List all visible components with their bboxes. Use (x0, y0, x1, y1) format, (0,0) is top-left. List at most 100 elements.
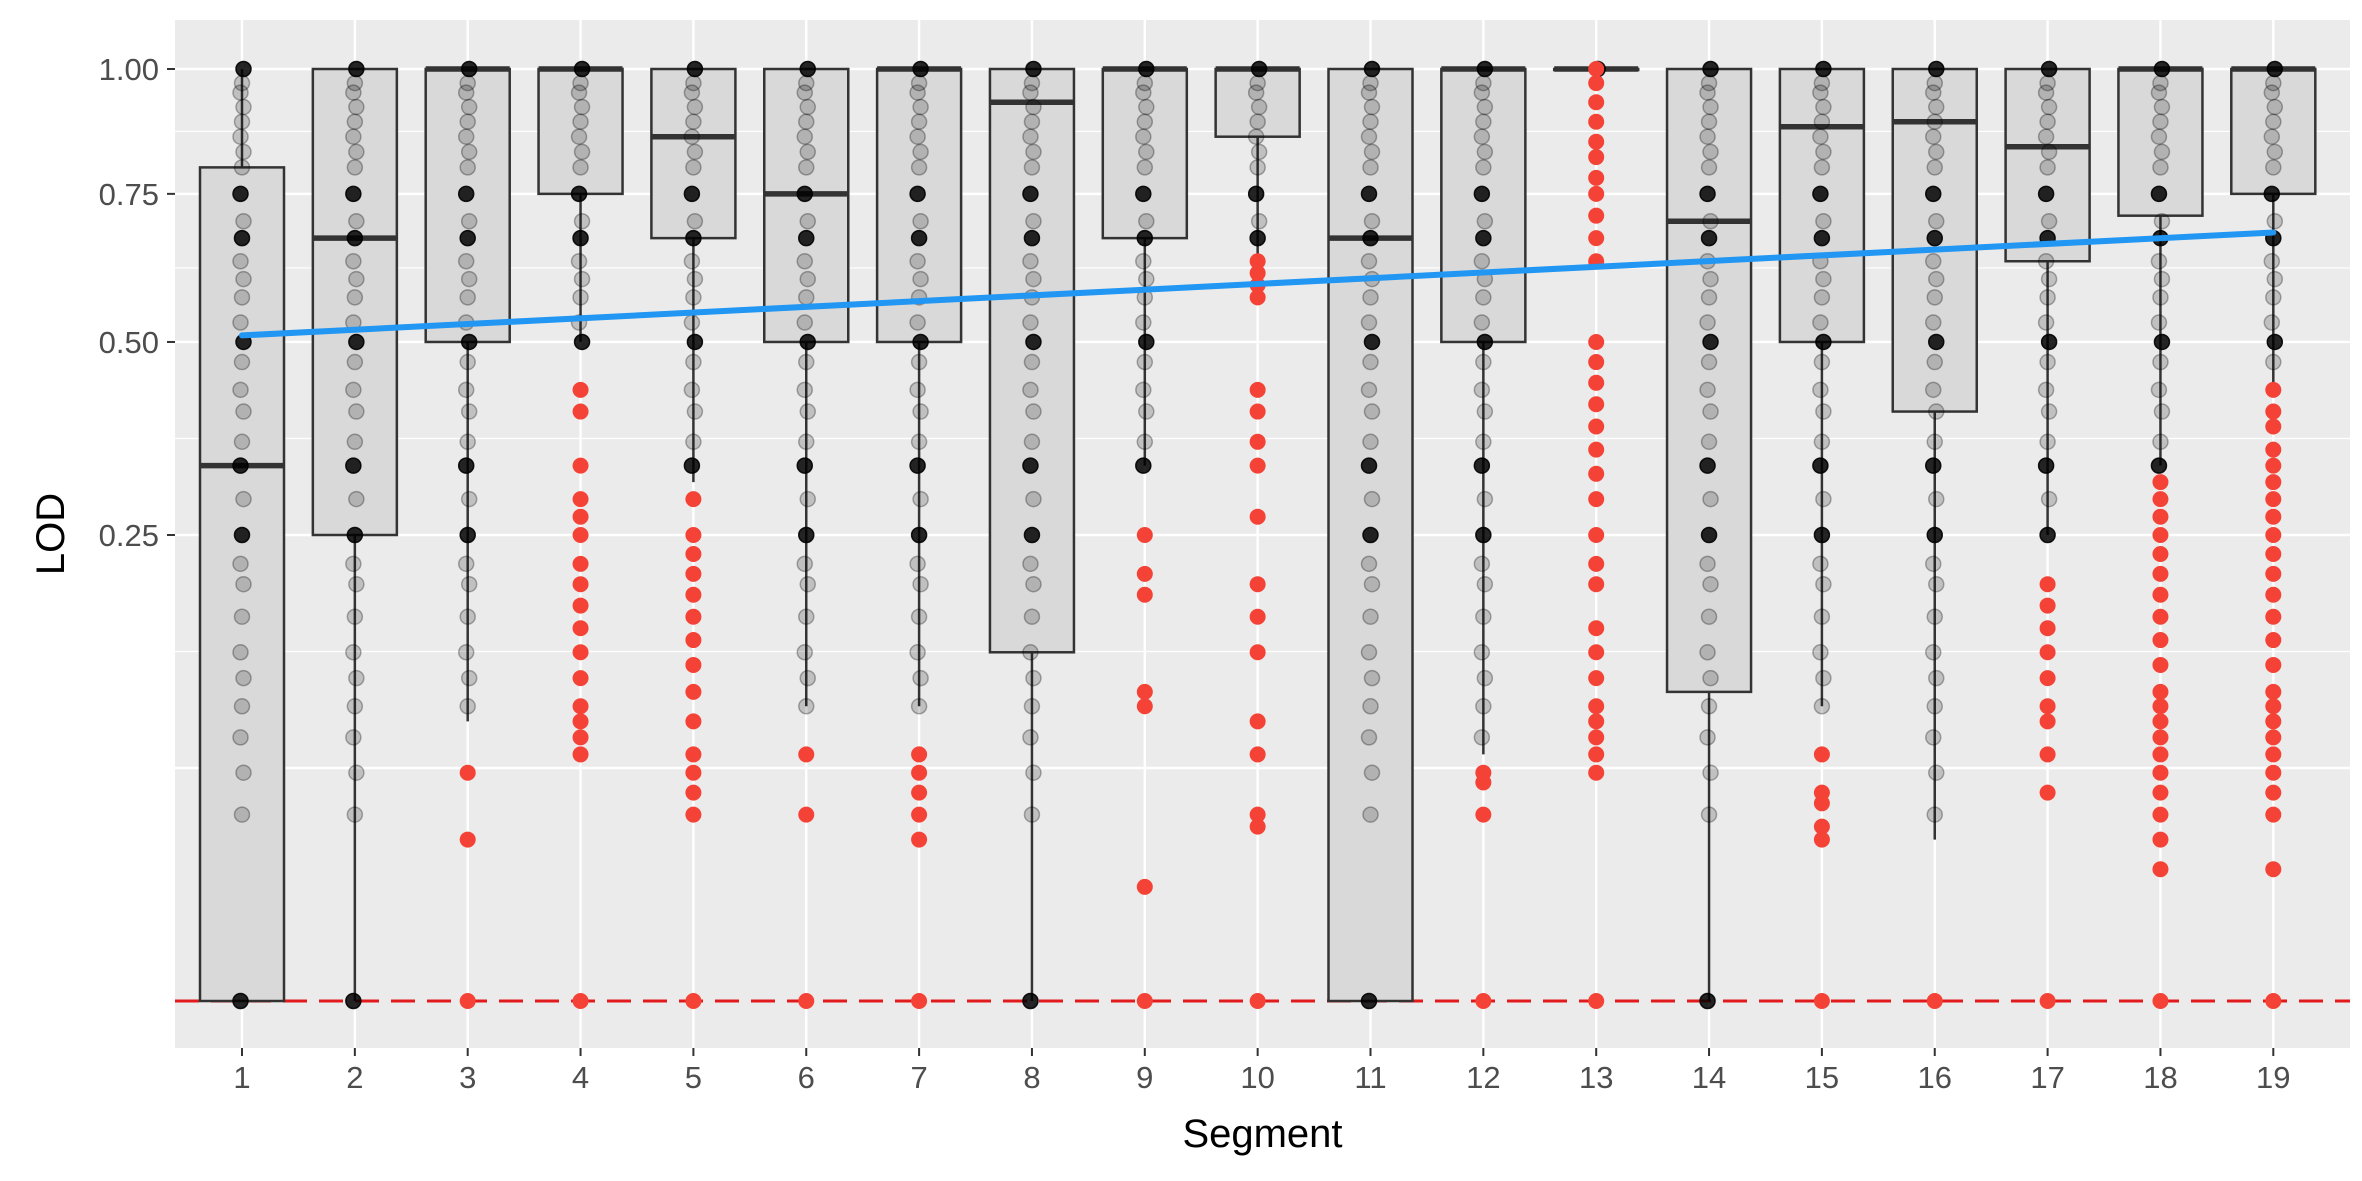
data-point (1025, 143, 1042, 161)
data-point (1928, 403, 1945, 420)
outlier-point (685, 656, 702, 673)
data-point (233, 289, 251, 306)
x-tick-label: 1 (233, 1060, 250, 1095)
x-tick-label: 17 (2030, 1060, 2064, 1095)
data-point (2153, 212, 2171, 230)
data-point (909, 555, 926, 573)
data-point (2153, 98, 2171, 116)
data-point (460, 403, 478, 420)
data-point (1360, 84, 1378, 101)
outlier-point (2152, 508, 2169, 525)
outlier-point (572, 698, 589, 715)
outlier-point (2265, 441, 2282, 458)
data-point (1813, 74, 1831, 92)
data-point (799, 333, 816, 351)
data-point (1025, 60, 1042, 78)
data-point (2265, 159, 2282, 176)
outlier-point (572, 993, 589, 1009)
data-point (1812, 555, 1829, 573)
data-point (1362, 433, 1379, 451)
data-point (683, 185, 701, 203)
data-point (1700, 608, 1718, 625)
outlier-point (798, 806, 815, 823)
outlier-point (911, 831, 928, 848)
data-point (910, 698, 928, 715)
data-point (685, 433, 702, 451)
outlier-point (1249, 403, 1266, 420)
data-point (459, 229, 476, 247)
data-point (2152, 433, 2169, 451)
data-point (1138, 143, 1155, 161)
data-point (909, 381, 926, 399)
data-point (346, 608, 364, 625)
data-point (686, 403, 704, 420)
data-point (685, 229, 702, 247)
data-point (799, 270, 816, 288)
data-point (1813, 433, 1831, 451)
outlier-point (1249, 253, 1266, 270)
data-point (232, 252, 249, 270)
outlier-point (1588, 746, 1605, 763)
x-tick-label: 2 (346, 1060, 363, 1095)
data-point (1360, 644, 1378, 661)
data-point (2263, 252, 2281, 270)
data-point (1473, 729, 1491, 746)
data-point (348, 212, 365, 230)
data-point (799, 575, 816, 593)
data-point (796, 84, 813, 101)
outlier-point (1249, 644, 1266, 661)
data-point (345, 252, 362, 270)
data-point (1699, 381, 1716, 399)
data-point (2266, 98, 2284, 116)
outlier-point (1588, 94, 1605, 111)
data-point (1926, 433, 1943, 451)
data-point (2153, 143, 2171, 161)
data-point (2040, 403, 2058, 420)
data-point (1700, 229, 1718, 247)
data-point (459, 289, 476, 306)
data-point (1812, 185, 1829, 203)
outlier-point (2265, 784, 2282, 801)
outlier-point (1136, 878, 1153, 895)
data-point (348, 764, 365, 781)
outlier-point (685, 565, 702, 582)
data-point (2153, 403, 2171, 420)
data-point (457, 457, 475, 474)
data-point (798, 433, 815, 451)
data-point (1360, 457, 1378, 474)
outlier-point (2265, 608, 2282, 625)
outlier-point (2039, 576, 2056, 593)
data-point (1475, 289, 1492, 306)
data-point (348, 575, 365, 593)
outlier-point (1588, 133, 1605, 150)
data-point (346, 698, 364, 715)
data-point (798, 698, 815, 715)
outlier-point (1588, 993, 1605, 1009)
data-point (1702, 575, 1719, 593)
data-point (1925, 644, 1942, 661)
outlier-point (2265, 632, 2282, 649)
data-point (685, 159, 702, 176)
outlier-point (685, 491, 702, 508)
data-point (1363, 60, 1381, 78)
box-segment-15 (1778, 67, 1866, 707)
data-point (233, 526, 251, 544)
data-point (233, 608, 251, 625)
data-point (1925, 314, 1942, 331)
data-point (1475, 353, 1492, 371)
data-point (570, 128, 588, 145)
box-segment-17 (2004, 67, 2091, 535)
data-point (2263, 314, 2281, 331)
x-tick-label: 14 (1692, 1060, 1726, 1095)
data-point (1023, 159, 1041, 176)
data-point (2040, 143, 2058, 161)
data-point (1363, 490, 1381, 508)
data-point (912, 270, 929, 288)
box-segment-5 (650, 67, 737, 483)
data-point (1476, 98, 1494, 116)
outlier-point (1588, 230, 1605, 247)
data-point (573, 270, 591, 288)
data-point (1702, 98, 1719, 116)
outlier-point (911, 764, 928, 781)
outlier-point (1588, 644, 1605, 661)
